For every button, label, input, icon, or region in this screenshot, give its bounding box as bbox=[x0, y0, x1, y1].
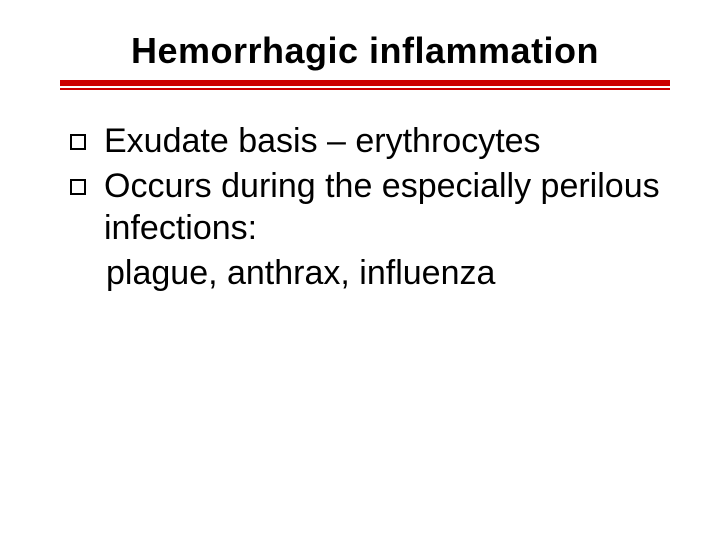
slide-title: Hemorrhagic inflammation bbox=[60, 30, 670, 72]
title-underline-thin bbox=[60, 88, 670, 90]
square-bullet-icon bbox=[70, 134, 86, 155]
continuation-text: plague, anthrax, influenza bbox=[70, 254, 495, 292]
slide-body: Exudate basis – erythrocytes Occurs duri… bbox=[60, 120, 670, 294]
bullet-text: Exudate basis – erythrocytes bbox=[104, 120, 541, 163]
continuation-line: plague, anthrax, influenza bbox=[70, 252, 660, 295]
slide: Hemorrhagic inflammation Exudate basis –… bbox=[0, 0, 720, 540]
square-bullet-icon bbox=[70, 179, 86, 200]
list-item: Exudate basis – erythrocytes bbox=[70, 120, 660, 163]
bullet-text: Occurs during the especially perilous in… bbox=[104, 165, 660, 250]
list-item: Occurs during the especially perilous in… bbox=[70, 165, 660, 250]
title-underline-thick bbox=[60, 80, 670, 86]
